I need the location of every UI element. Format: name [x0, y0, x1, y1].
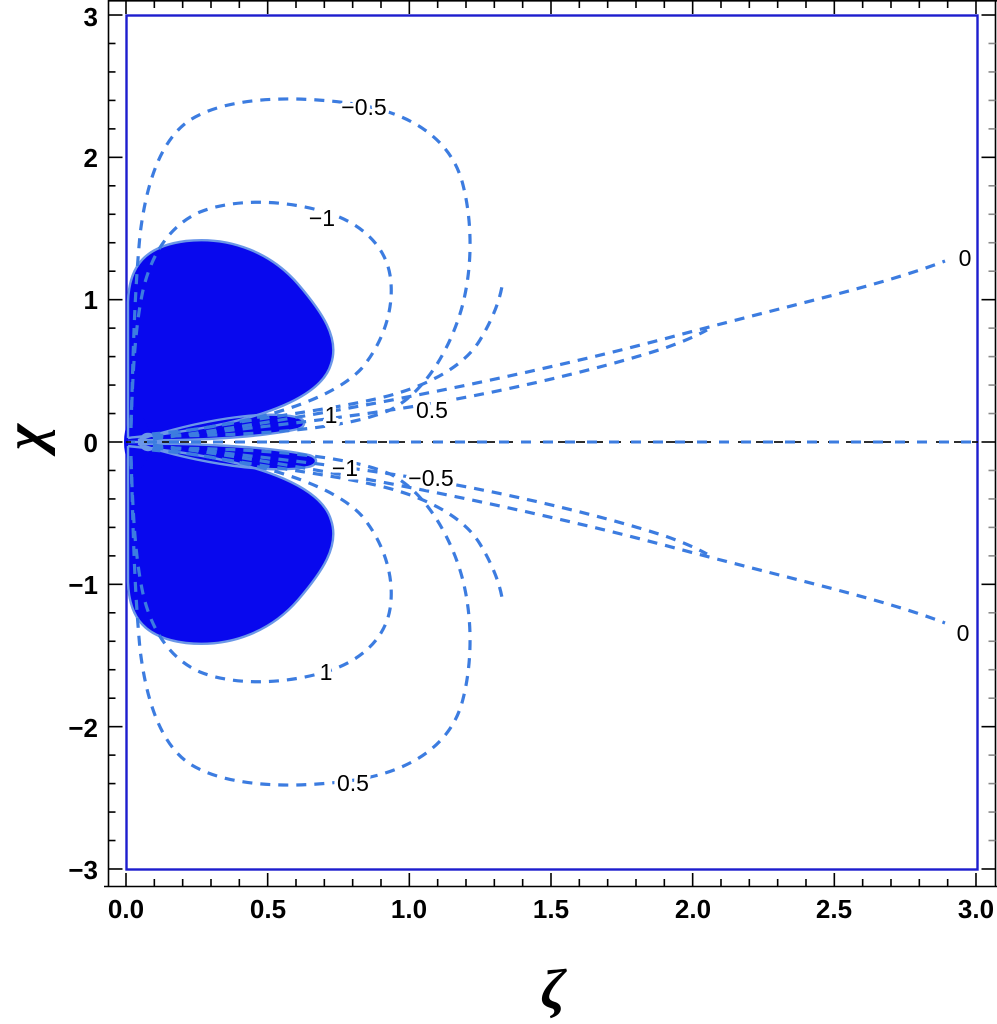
- x-tick-labels: 0.0 0.5 1.0 1.5 2.0 2.5 3.0: [108, 894, 994, 924]
- tick-marks: [108, 1, 996, 886]
- plot-frame: [104, 0, 997, 888]
- x-tick-20: 2.0: [675, 894, 711, 924]
- label-upper-fan-1: 1: [325, 402, 338, 428]
- label-right-zero-upper: 0: [959, 245, 972, 271]
- y-tick-m2: −2: [68, 713, 98, 743]
- contour-upper-minus1: [129, 200, 393, 436]
- y-tick-3: 3: [84, 2, 98, 32]
- label-lower-loop-1: 1: [320, 659, 333, 685]
- filled-region: [124, 240, 334, 644]
- y-tick-m3: −3: [68, 855, 98, 885]
- x-tick-05: 0.5: [250, 894, 286, 924]
- x-tick-10: 1.0: [391, 894, 427, 924]
- label-upper-fan-05: 0.5: [416, 397, 448, 423]
- contour-upper-05-ray: [152, 328, 708, 440]
- label-lower-fan-minus05: −0.5: [408, 465, 453, 491]
- contour-upper-1-ray: [152, 279, 505, 439]
- label-lower-fan-minus1: −1: [332, 455, 358, 481]
- contour-lower-minus1-ray: [152, 445, 505, 605]
- x-axis-label: ζ: [541, 959, 568, 1021]
- y-tick-0: 0: [84, 428, 98, 458]
- contour-lower-0-ray: [152, 443, 946, 625]
- y-axis-label: χ: [0, 423, 56, 457]
- y-tick-2: 2: [84, 143, 98, 173]
- contour-value-labels: −0.5 −1 1 0.5 −1 −0.5 1 0.5 0 0: [305, 91, 975, 800]
- contour-lines: [129, 97, 946, 787]
- contour-upper-0-ray: [152, 259, 946, 441]
- y-tick-m1: −1: [68, 570, 98, 600]
- label-lower-loop-05: 0.5: [337, 770, 369, 796]
- x-tick-15: 1.5: [533, 894, 569, 924]
- x-tick-30: 3.0: [958, 894, 994, 924]
- label-right-zero-lower: 0: [957, 620, 970, 646]
- y-tick-1: 1: [84, 285, 98, 315]
- label-upper-loop-minus05: −0.5: [341, 94, 386, 120]
- x-tick-25: 2.5: [816, 894, 852, 924]
- x-tick-00: 0.0: [108, 894, 144, 924]
- label-upper-loop-minus1: −1: [309, 205, 335, 231]
- contour-lower-minus05-ray: [152, 444, 708, 556]
- contour-lower-1: [129, 448, 393, 684]
- y-tick-labels: 3 2 1 0 −1 −2 −3: [68, 2, 98, 885]
